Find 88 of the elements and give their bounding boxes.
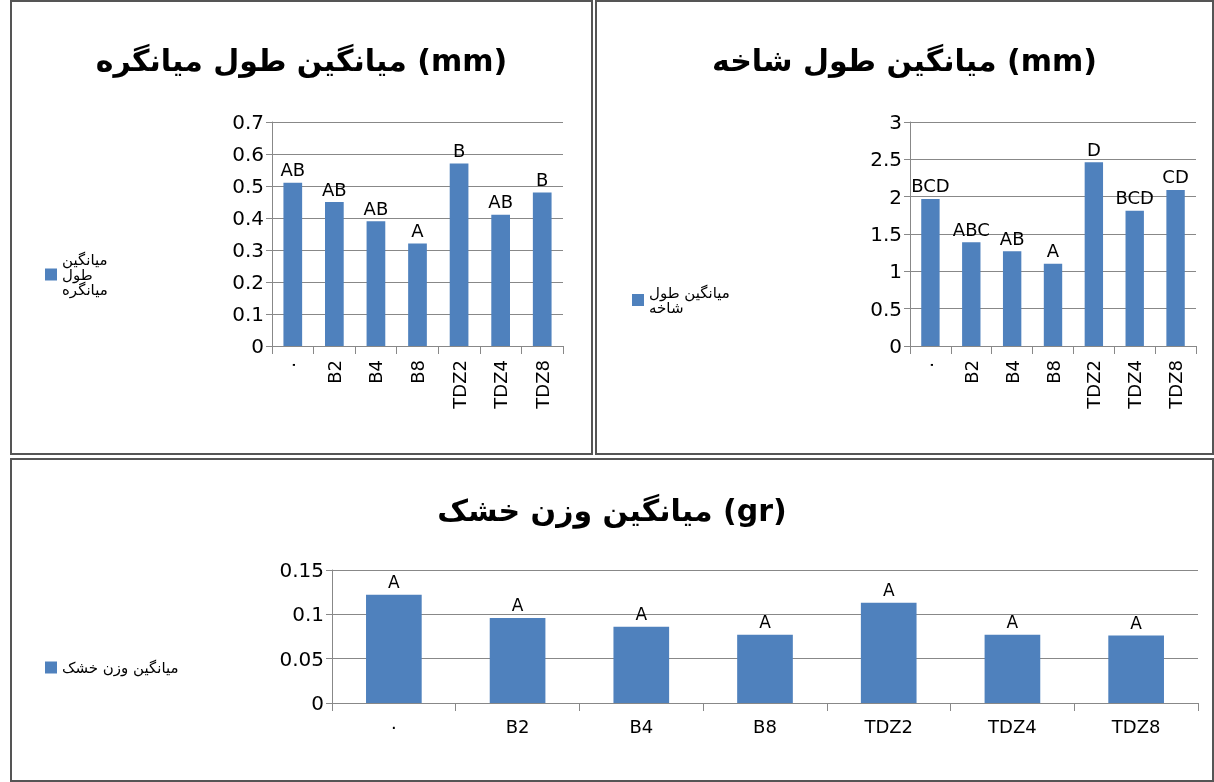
data-label: A: [388, 572, 401, 593]
x-tick-label: B4: [1001, 360, 1023, 384]
x-tick-label: B2: [323, 360, 345, 384]
y-tick-label: 0: [251, 334, 264, 358]
bar: [449, 163, 469, 346]
data-label: BCD: [1115, 187, 1154, 209]
x-tick-label: ۰: [919, 360, 941, 370]
y-tick-label: 1.5: [870, 222, 902, 246]
x-tick-label: TDZ2: [1083, 360, 1105, 410]
x-tick-label: B4: [365, 360, 387, 384]
bar: [860, 602, 917, 703]
data-label: A: [411, 220, 425, 242]
x-tick-label: TDZ4: [987, 715, 1037, 737]
y-tick-label: 3: [889, 110, 902, 134]
data-label: A: [759, 612, 772, 633]
bar: [1002, 251, 1022, 346]
bar: [1166, 189, 1185, 346]
x-tick-label: B8: [1042, 360, 1064, 384]
x-tick-label: B8: [407, 360, 428, 384]
data-label: A: [882, 580, 895, 601]
x-tick-label: TDZ2: [863, 715, 914, 737]
x-tick-label: B2: [505, 715, 530, 737]
y-tick-label: 0.2: [232, 270, 264, 294]
y-tick-label: 0.1: [292, 602, 324, 627]
x-tick-label: B2: [960, 360, 982, 384]
y-tick-label: 0: [311, 691, 324, 715]
data-label: AB: [322, 178, 347, 200]
data-label: B: [536, 168, 549, 190]
x-tick-label: TDZ4: [490, 360, 512, 410]
bar: [1125, 210, 1144, 346]
bar: [613, 626, 670, 703]
data-label: AB: [280, 159, 306, 181]
x-tick-label: ۰: [282, 360, 304, 370]
y-tick-label: 0.15: [279, 558, 324, 582]
chart-title: میانگین طول میانگره (mm): [95, 42, 508, 78]
data-label: AB: [363, 197, 389, 219]
bar: [532, 192, 552, 346]
data-label: CD: [1162, 166, 1189, 188]
chart-title: میانگین طول شاخه (mm): [712, 42, 1097, 78]
x-tick-label: TDZ8: [1165, 360, 1187, 410]
y-tick-label: 0.6: [232, 142, 264, 166]
data-label: ABC: [952, 218, 990, 240]
y-tick-label: 2.5: [870, 147, 902, 172]
bar: [325, 202, 344, 346]
y-tick-label: 0.3: [232, 238, 264, 262]
bar: [489, 617, 546, 703]
x-tick-label: TDZ2: [448, 360, 470, 410]
data-label: A: [511, 595, 524, 616]
chart-title: میانگین وزن خشک (gr): [437, 492, 787, 529]
data-label: AB: [488, 191, 513, 213]
data-label: BCD: [911, 175, 950, 197]
bar: [921, 198, 940, 346]
y-tick-label: 2: [889, 184, 902, 209]
x-tick-label: ۰: [389, 715, 399, 737]
y-tick-label: 0.1: [232, 302, 264, 326]
data-label: A: [635, 604, 648, 625]
x-tick-label: TDZ8: [531, 360, 553, 410]
bar: [408, 243, 427, 346]
bar: [491, 214, 510, 346]
x-tick-label: B4: [629, 715, 654, 737]
legend-label: میانگین وزن خشک: [62, 658, 179, 677]
legend-label: میانگین طول شاخه: [649, 283, 735, 317]
y-tick-label: 0.7: [232, 110, 264, 134]
legend-label: میانگین طول میانگره: [62, 250, 113, 299]
data-label: D: [1086, 138, 1101, 160]
y-tick-label: 0.4: [232, 206, 264, 230]
bar: [1043, 263, 1063, 346]
data-label: B: [452, 140, 466, 162]
data-label: AB: [999, 227, 1025, 249]
bar: [1084, 162, 1104, 346]
bar: [283, 182, 303, 346]
bar: [366, 594, 422, 703]
y-tick-label: 0.05: [279, 646, 324, 671]
data-label: A: [1046, 240, 1060, 262]
y-tick-label: 0.5: [870, 296, 902, 321]
x-tick-label: TDZ4: [1124, 360, 1146, 410]
bar: [962, 242, 981, 346]
bar: [737, 634, 793, 703]
bar: [1108, 635, 1164, 703]
bar: [984, 634, 1041, 703]
y-tick-label: 0: [889, 334, 902, 358]
x-tick-label: B8: [753, 715, 777, 737]
data-label: A: [1006, 612, 1019, 633]
y-tick-label: 0.5: [232, 174, 264, 198]
bar: [366, 221, 386, 346]
x-tick-label: TDZ8: [1110, 715, 1161, 737]
data-label: A: [1130, 613, 1143, 634]
y-tick-label: 1: [889, 259, 902, 284]
